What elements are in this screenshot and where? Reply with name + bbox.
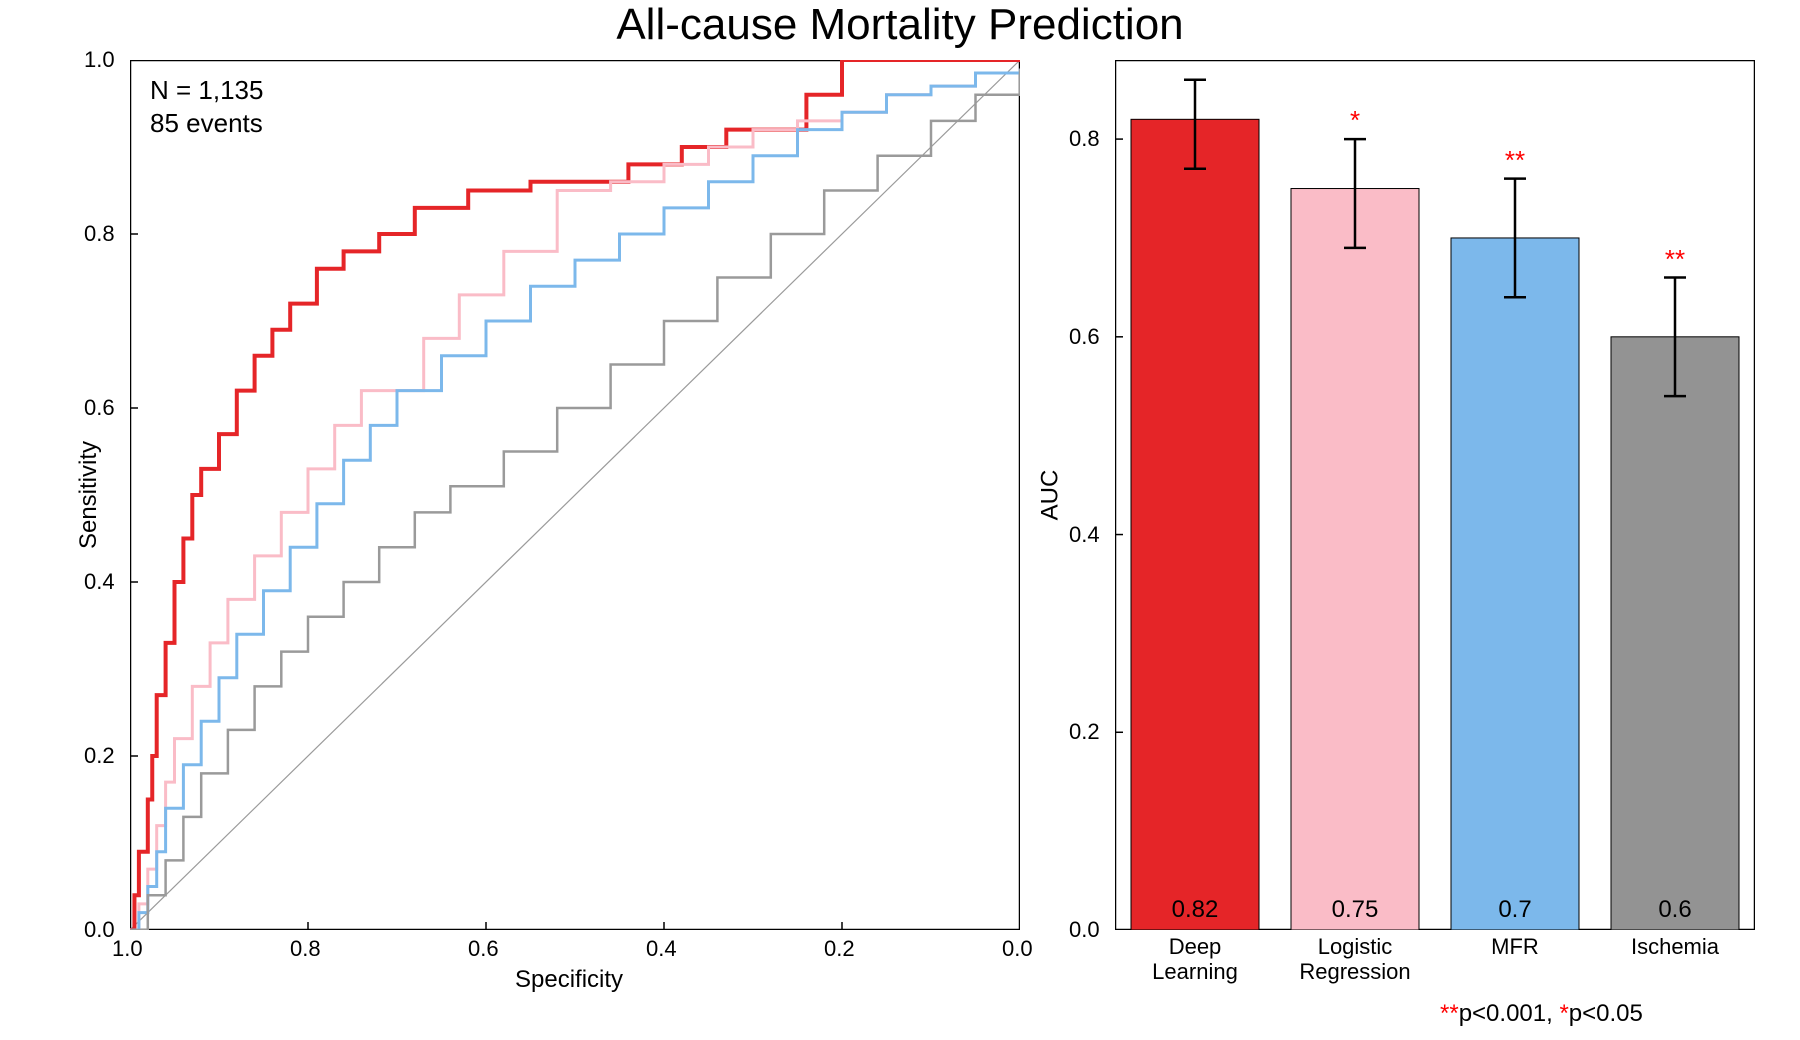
bar-category-label: LogisticRegression [1285, 934, 1425, 985]
bar-category-label: DeepLearning [1125, 934, 1265, 985]
roc-annotation-n: N = 1,135 [150, 75, 263, 106]
figure-title: All-cause Mortality Prediction [0, 0, 1800, 50]
roc-y-tick: 0.2 [84, 743, 122, 769]
roc-x-tick: 0.2 [824, 936, 855, 962]
significance-mark: ** [1655, 244, 1695, 275]
significance-mark: ** [1495, 145, 1535, 176]
roc-x-tick: 0.8 [290, 936, 321, 962]
roc-y-tick: 0.0 [84, 917, 122, 943]
bar-value-label: 0.82 [1155, 896, 1235, 924]
bar-y-tick: 0.2 [1069, 719, 1100, 745]
bar-y-tick: 0.4 [1069, 522, 1100, 548]
bar-chart [1115, 60, 1755, 930]
bar-y-tick: 0.6 [1069, 324, 1100, 350]
bar-value-label: 0.7 [1475, 896, 1555, 924]
roc-y-axis-label: Sensitivity [75, 441, 103, 549]
roc-annotation-events: 85 events [150, 108, 263, 139]
roc-chart [130, 60, 1020, 930]
bar-value-label: 0.6 [1635, 896, 1715, 924]
p-value-note: **p<0.001, *p<0.05 [1440, 1000, 1643, 1028]
bar-value-label: 0.75 [1315, 896, 1395, 924]
significance-mark: * [1335, 105, 1375, 136]
bar-y-tick: 0.8 [1069, 126, 1100, 152]
roc-x-axis-label: Specificity [515, 966, 623, 994]
roc-y-tick: 1.0 [84, 47, 122, 73]
roc-y-tick: 0.6 [84, 395, 122, 421]
roc-x-tick: 0.6 [468, 936, 499, 962]
bar-y-tick: 0.0 [1069, 917, 1100, 943]
roc-y-tick: 0.8 [84, 221, 122, 247]
bar-y-axis-label: AUC [1036, 470, 1064, 521]
bar-category-label: Ischemia [1605, 934, 1745, 959]
roc-y-tick: 0.4 [84, 569, 122, 595]
figure: All-cause Mortality Prediction Sensitivi… [0, 0, 1800, 1040]
roc-x-tick: 0.4 [646, 936, 677, 962]
bar-category-label: MFR [1445, 934, 1585, 959]
roc-x-tick: 0.0 [1002, 936, 1033, 962]
